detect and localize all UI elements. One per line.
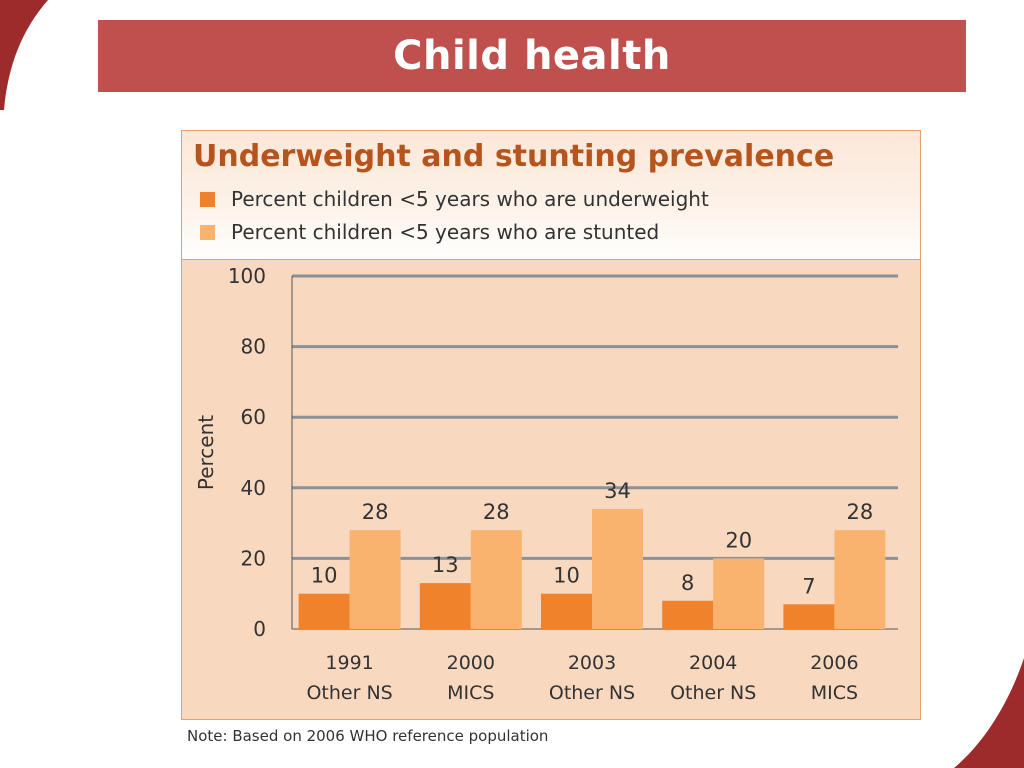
x-tick-label: MICS <box>447 682 494 704</box>
y-tick-label: 40 <box>241 476 266 500</box>
chart-title: Underweight and stunting prevalence <box>193 139 835 174</box>
bar-stunted <box>470 530 522 629</box>
bar-underweight <box>298 593 350 629</box>
legend-label-underweight: Percent children <5 years who are underw… <box>231 187 709 211</box>
bar-stunted <box>592 508 643 629</box>
y-tick-label: 60 <box>241 405 266 429</box>
x-tick-label: Other NS <box>306 682 392 704</box>
legend-item-underweight: Percent children <5 years who are underw… <box>200 186 709 212</box>
slide-title-bar: Child health <box>98 20 966 92</box>
bar-stunted <box>834 530 886 629</box>
data-label-stunted: 28 <box>362 500 389 524</box>
x-tick-label: 2003 <box>568 652 616 674</box>
chart-header: Underweight and stunting prevalence Perc… <box>182 131 920 260</box>
x-tick-label: Other NS <box>549 682 635 704</box>
x-tick-label: 2004 <box>689 652 737 674</box>
y-tick-label: 100 <box>228 264 266 288</box>
legend-label-stunted: Percent children <5 years who are stunte… <box>231 220 660 244</box>
legend-item-stunted: Percent children <5 years who are stunte… <box>200 219 659 245</box>
data-label-underweight: 13 <box>432 553 459 577</box>
data-label-stunted: 34 <box>604 479 631 503</box>
y-axis-label: Percent <box>194 415 218 490</box>
data-label-underweight: 10 <box>311 564 338 588</box>
bar-underweight <box>783 604 835 629</box>
x-tick-label: 2000 <box>447 652 495 674</box>
y-tick-label: 0 <box>253 617 266 641</box>
slide-title: Child health <box>393 33 671 79</box>
x-tick-label: MICS <box>811 682 858 704</box>
bar-stunted <box>713 558 765 629</box>
y-tick-label: 20 <box>241 546 266 570</box>
bar-stunted <box>349 530 401 629</box>
data-label-underweight: 8 <box>681 571 694 595</box>
bar-underweight <box>541 593 592 629</box>
corner-decoration-bottom-right <box>954 658 1024 768</box>
data-label-stunted: 28 <box>847 500 874 524</box>
x-tick-label: 1991 <box>325 652 373 674</box>
bar-chart: 0 20 40 60 80 100 Percent 10 28 1991 Other NS 13 28 2… <box>194 264 898 704</box>
x-tick-label: 2006 <box>810 652 858 674</box>
data-label-underweight: 7 <box>802 574 815 598</box>
y-tick-label: 80 <box>241 335 266 359</box>
legend-swatch-stunted <box>200 224 215 240</box>
x-tick-label: Other NS <box>670 682 756 704</box>
data-label-stunted: 28 <box>483 500 510 524</box>
data-label-underweight: 10 <box>553 564 580 588</box>
corner-decoration-top-left <box>0 0 48 110</box>
bar-underweight <box>662 600 714 629</box>
data-label-stunted: 20 <box>725 528 752 552</box>
footnote: Note: Based on 2006 WHO reference popula… <box>187 727 549 745</box>
bar-underweight <box>419 583 471 629</box>
legend-swatch-underweight <box>200 191 215 207</box>
